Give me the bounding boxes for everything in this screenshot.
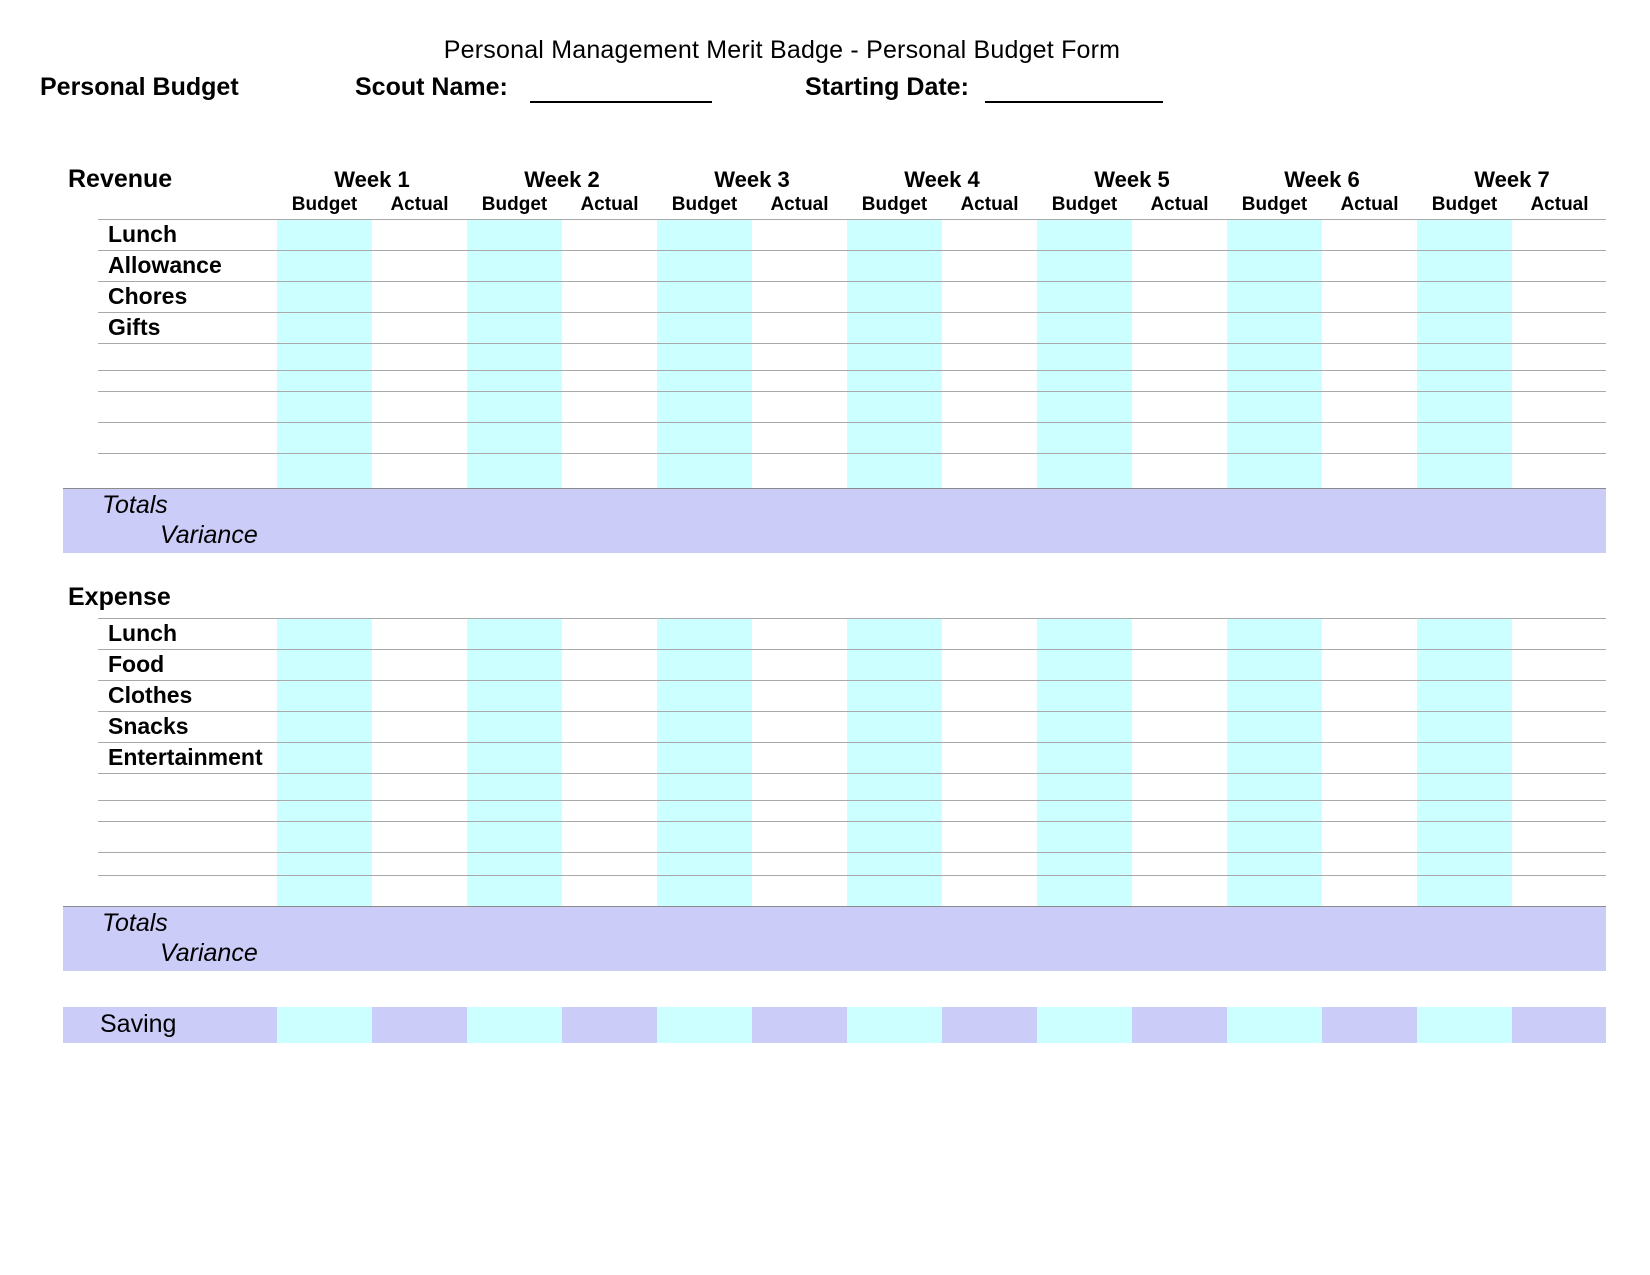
row-label-entertainment: Entertainment — [108, 744, 263, 770]
grid-line — [98, 312, 1606, 313]
budget-column-fill — [467, 219, 562, 488]
col-subheader-actual: Actual — [390, 194, 449, 215]
week-header: Week 1 — [334, 167, 410, 192]
starting-date-field[interactable] — [985, 101, 1163, 103]
budget-column-fill — [1227, 219, 1322, 488]
expense-section-label: Expense — [68, 583, 171, 611]
grid-line — [98, 821, 1606, 822]
col-subheader-budget: Budget — [291, 194, 358, 215]
saving-budget-cell — [1417, 1007, 1512, 1043]
form-name-label: Personal Budget — [40, 73, 239, 101]
row-label-lunch: Lunch — [108, 221, 177, 247]
col-subheader-actual: Actual — [960, 194, 1019, 215]
budget-column-fill — [657, 219, 752, 488]
row-label-gifts: Gifts — [108, 314, 161, 340]
saving-budget-cell — [1037, 1007, 1132, 1043]
saving-label: Saving — [100, 1010, 177, 1038]
budget-column-fill — [847, 219, 942, 488]
saving-budget-cell — [657, 1007, 752, 1043]
row-label-allowance: Allowance — [108, 252, 222, 278]
grid-line — [98, 370, 1606, 371]
scout-name-label: Scout Name: — [355, 73, 508, 101]
expense-totals-band — [63, 906, 1606, 971]
budget-column-fill — [847, 618, 942, 906]
expense-totals-label: Totals — [102, 909, 168, 937]
budget-column-fill — [1037, 219, 1132, 488]
grid-line — [98, 453, 1606, 454]
grid-line — [98, 711, 1606, 712]
grid-line — [98, 852, 1606, 853]
saving-budget-cell — [847, 1007, 942, 1043]
grid-line — [98, 250, 1606, 251]
budget-column-fill — [277, 219, 372, 488]
grid-line — [98, 680, 1606, 681]
col-subheader-budget: Budget — [861, 194, 928, 215]
week-header: Week 6 — [1284, 167, 1360, 192]
col-subheader-budget: Budget — [1241, 194, 1308, 215]
grid-line — [98, 742, 1606, 743]
saving-budget-cell — [1227, 1007, 1322, 1043]
grid-line — [98, 773, 1606, 774]
saving-budget-cell — [277, 1007, 372, 1043]
grid-line — [98, 219, 1606, 220]
col-subheader-actual: Actual — [580, 194, 639, 215]
budget-column-fill — [1417, 219, 1512, 488]
grid-line — [98, 618, 1606, 619]
row-label-lunch: Lunch — [108, 620, 177, 646]
week-header: Week 3 — [714, 167, 790, 192]
revenue-variance-label: Variance — [160, 521, 258, 549]
budget-column-fill — [657, 618, 752, 906]
col-subheader-budget: Budget — [481, 194, 548, 215]
budget-column-fill — [1037, 618, 1132, 906]
budget-column-fill — [1227, 618, 1322, 906]
col-subheader-budget: Budget — [671, 194, 738, 215]
budget-column-fill — [277, 618, 372, 906]
col-subheader-actual: Actual — [1150, 194, 1209, 215]
revenue-totals-label: Totals — [102, 491, 168, 519]
revenue-totals-band — [63, 488, 1606, 553]
week-header: Week 5 — [1094, 167, 1170, 192]
row-label-clothes: Clothes — [108, 682, 193, 708]
starting-date-label: Starting Date: — [805, 73, 969, 101]
grid-line — [98, 281, 1606, 282]
grid-line — [98, 649, 1606, 650]
row-label-chores: Chores — [108, 283, 188, 309]
scout-name-field[interactable] — [530, 101, 712, 103]
grid-line — [98, 800, 1606, 801]
col-subheader-budget: Budget — [1431, 194, 1498, 215]
row-label-snacks: Snacks — [108, 713, 189, 739]
col-subheader-actual: Actual — [770, 194, 829, 215]
col-subheader-actual: Actual — [1340, 194, 1399, 215]
week-header: Week 7 — [1474, 167, 1550, 192]
saving-budget-cell — [467, 1007, 562, 1043]
grid-line — [98, 875, 1606, 876]
week-header: Week 2 — [524, 167, 600, 192]
page-title: Personal Management Merit Badge - Person… — [443, 36, 1121, 64]
expense-variance-label: Variance — [160, 939, 258, 967]
grid-line — [98, 422, 1606, 423]
revenue-section-label: Revenue — [68, 165, 173, 193]
grid-line — [98, 343, 1606, 344]
grid-line — [98, 391, 1606, 392]
week-header: Week 4 — [904, 167, 980, 192]
budget-column-fill — [467, 618, 562, 906]
budget-column-fill — [1417, 618, 1512, 906]
col-subheader-actual: Actual — [1530, 194, 1589, 215]
row-label-food: Food — [108, 651, 165, 677]
col-subheader-budget: Budget — [1051, 194, 1118, 215]
